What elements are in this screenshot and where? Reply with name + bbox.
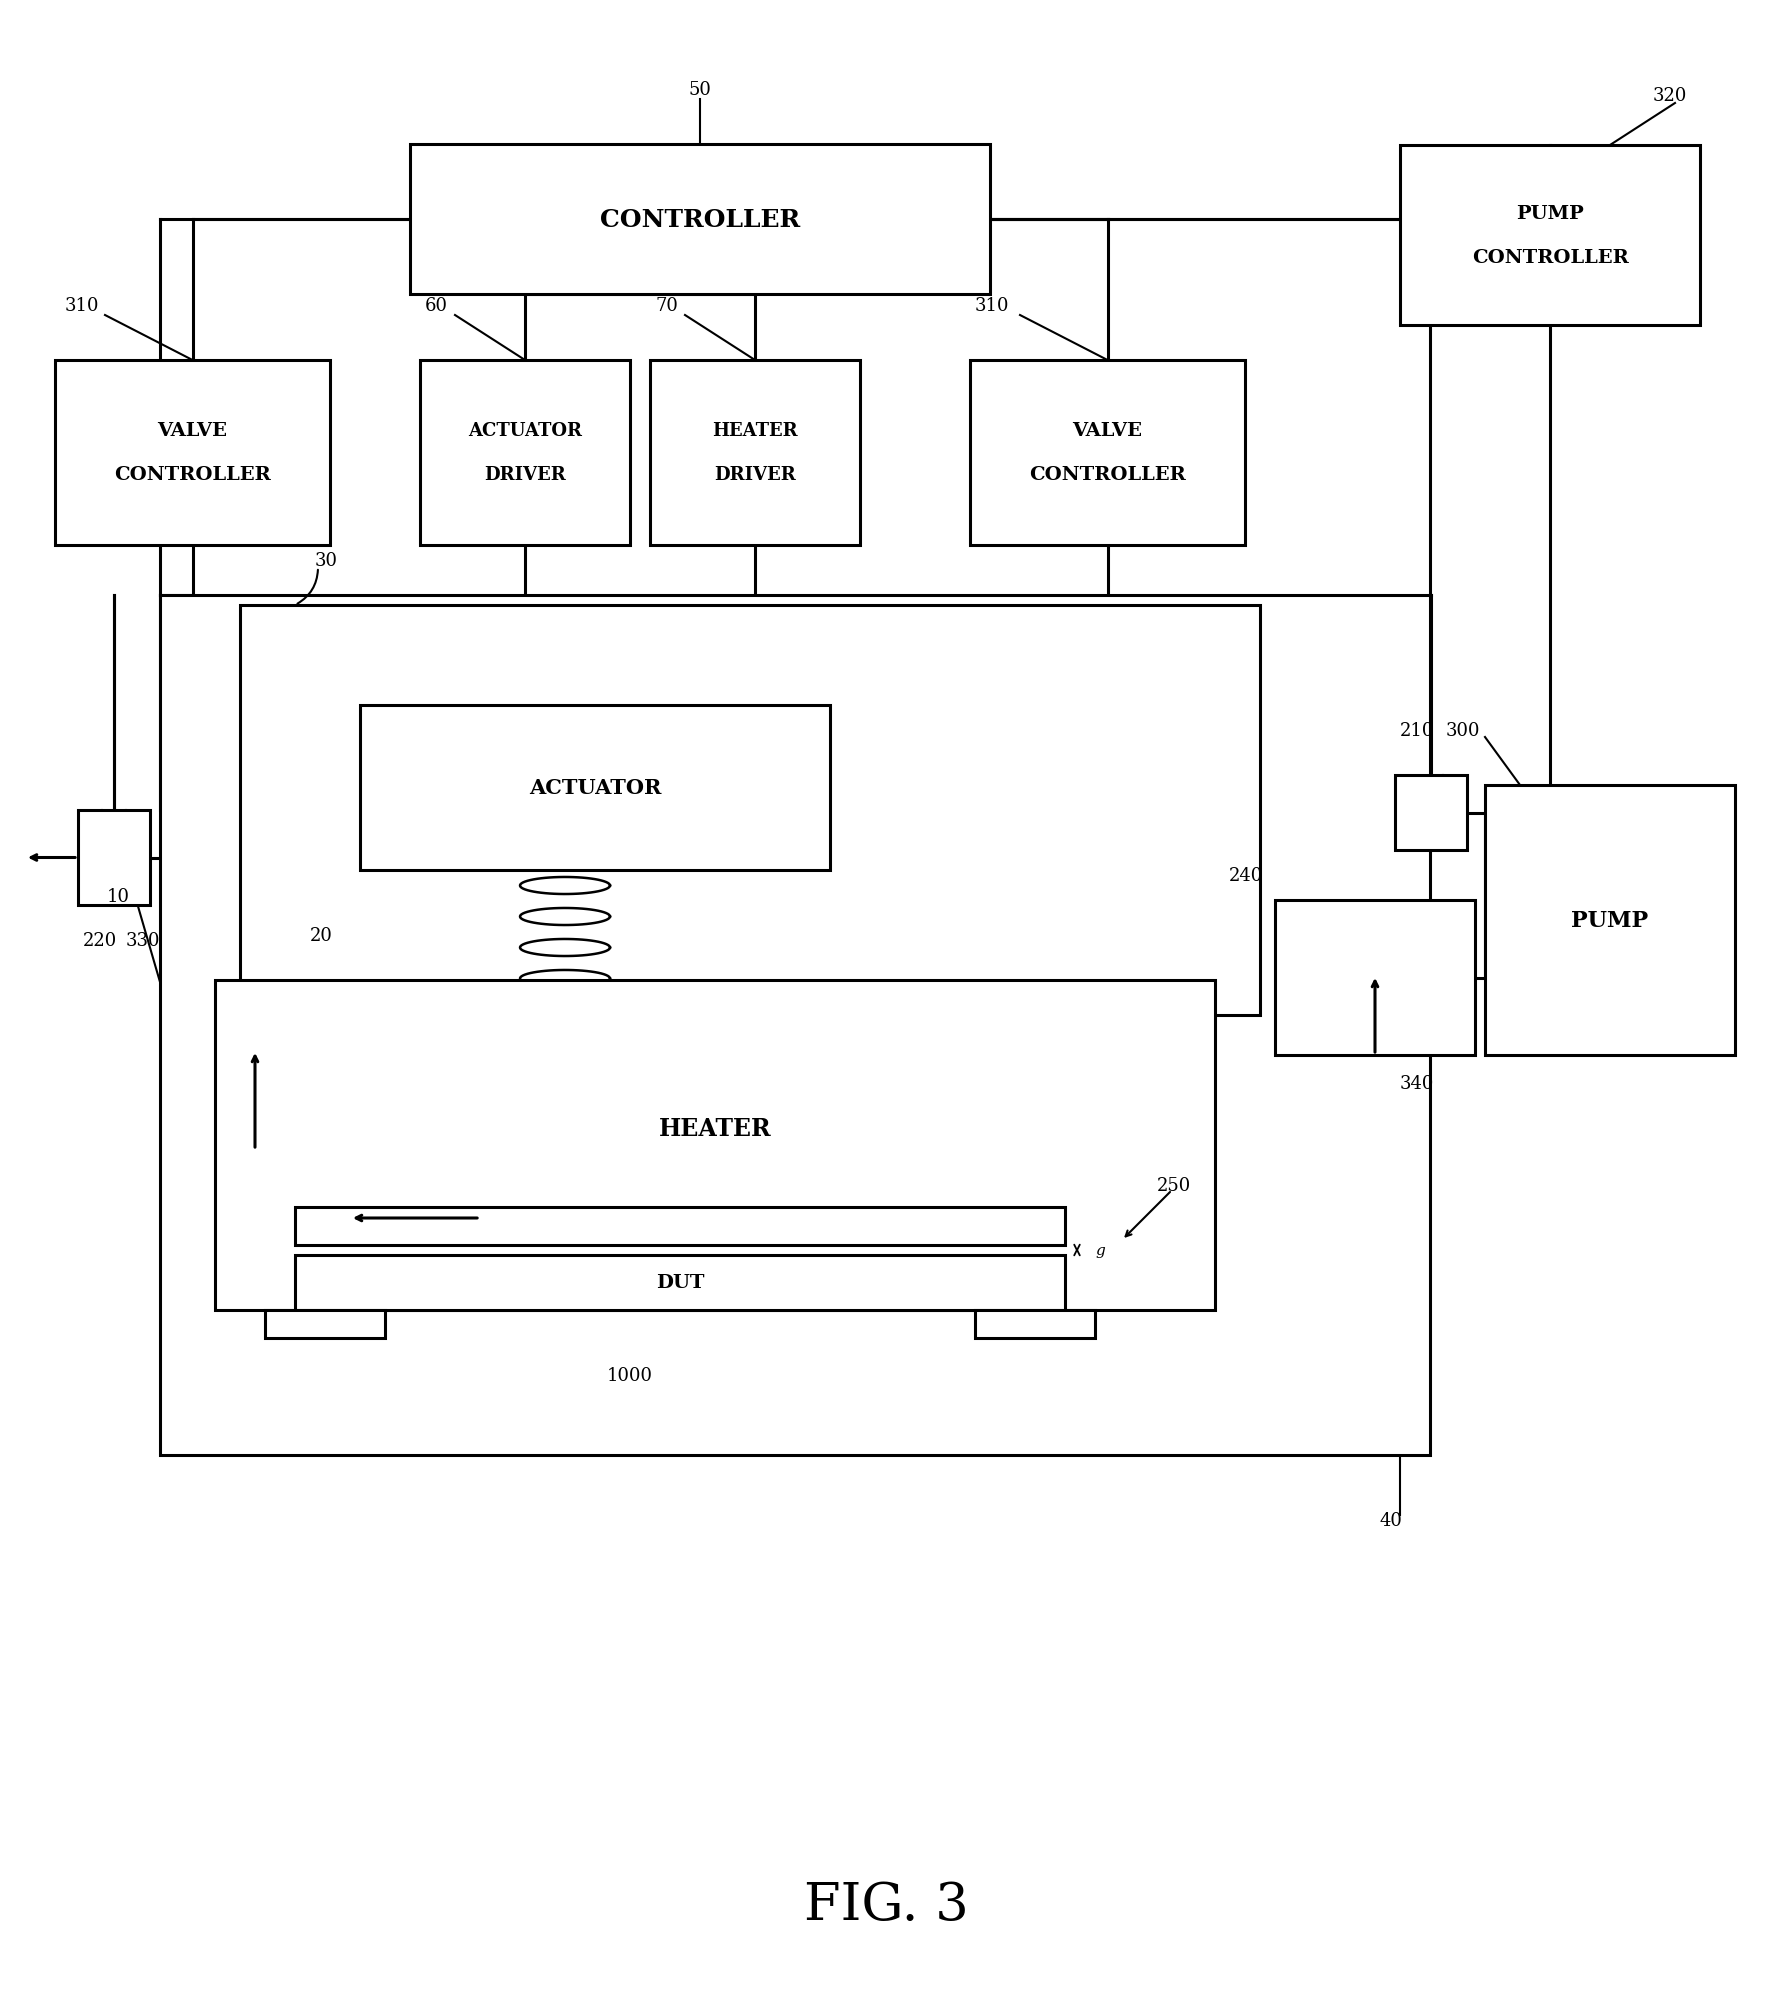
Text: 10: 10	[106, 888, 129, 906]
Text: 30: 30	[315, 551, 338, 569]
FancyBboxPatch shape	[159, 595, 1430, 1456]
Text: 70: 70	[656, 297, 679, 315]
Text: 310: 310	[66, 297, 99, 315]
FancyBboxPatch shape	[650, 361, 859, 545]
Text: VALVE: VALVE	[1072, 423, 1143, 441]
FancyBboxPatch shape	[1395, 776, 1467, 850]
Text: HEATER: HEATER	[712, 423, 797, 441]
Text: FIG. 3: FIG. 3	[804, 1879, 968, 1931]
Text: 250: 250	[1157, 1177, 1191, 1195]
Text: 20: 20	[310, 926, 333, 944]
FancyBboxPatch shape	[1276, 900, 1474, 1055]
FancyBboxPatch shape	[969, 361, 1246, 545]
Text: CONTROLLER: CONTROLLER	[113, 467, 271, 485]
Text: CONTROLLER: CONTROLLER	[1471, 249, 1628, 267]
Text: 300: 300	[1446, 722, 1480, 740]
Text: DUT: DUT	[656, 1273, 703, 1291]
Text: 240: 240	[1228, 866, 1263, 884]
Text: 210: 210	[1400, 722, 1434, 740]
Text: VALVE: VALVE	[158, 423, 227, 441]
Text: DRIVER: DRIVER	[714, 467, 796, 485]
FancyBboxPatch shape	[294, 1255, 1065, 1311]
Text: CONTROLLER: CONTROLLER	[1030, 467, 1185, 485]
Text: 340: 340	[1400, 1075, 1434, 1093]
FancyBboxPatch shape	[214, 980, 1216, 1311]
FancyBboxPatch shape	[360, 706, 829, 870]
FancyBboxPatch shape	[975, 1311, 1095, 1337]
Text: ACTUATOR: ACTUATOR	[468, 423, 581, 441]
FancyBboxPatch shape	[239, 606, 1260, 1015]
FancyBboxPatch shape	[78, 810, 151, 906]
Text: HEATER: HEATER	[659, 1117, 771, 1141]
FancyBboxPatch shape	[409, 144, 991, 295]
Text: PUMP: PUMP	[1517, 205, 1584, 223]
Text: 1000: 1000	[608, 1365, 654, 1383]
FancyBboxPatch shape	[1400, 146, 1699, 327]
FancyBboxPatch shape	[55, 361, 330, 545]
Text: 330: 330	[126, 932, 161, 950]
FancyBboxPatch shape	[1485, 786, 1735, 1055]
Text: ACTUATOR: ACTUATOR	[528, 778, 661, 798]
Text: g: g	[1095, 1243, 1104, 1257]
Text: 50: 50	[689, 80, 711, 98]
Text: 220: 220	[83, 932, 117, 950]
Text: DRIVER: DRIVER	[484, 467, 565, 485]
FancyBboxPatch shape	[420, 361, 631, 545]
Text: 320: 320	[1653, 86, 1687, 104]
Text: 310: 310	[975, 297, 1010, 315]
Text: 60: 60	[425, 297, 448, 315]
Text: CONTROLLER: CONTROLLER	[601, 209, 801, 233]
Text: 40: 40	[1380, 1512, 1403, 1530]
FancyBboxPatch shape	[266, 1311, 385, 1337]
Text: PUMP: PUMP	[1572, 910, 1648, 932]
FancyBboxPatch shape	[294, 1207, 1065, 1245]
